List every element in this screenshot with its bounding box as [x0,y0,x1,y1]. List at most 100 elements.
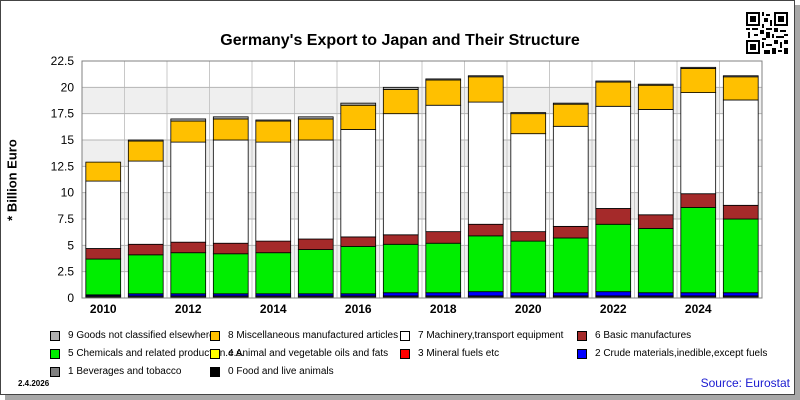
bar-segment-cat2-2024 [680,292,717,297]
bar-segment-cat5-2022 [595,223,632,293]
chart-title: Germany's Export to Japan and Their Stru… [220,32,580,49]
bar-segment-cat8-2010 [85,161,122,182]
x-tick-label: 2014 [260,302,287,316]
plot-border [81,60,763,299]
bar-segment-cat7-2016 [340,129,377,238]
y-tick-label: 7.5 [57,212,74,226]
legend-label: 1 Beverages and tobacco [68,366,182,377]
legend-label: 5 Chemicals and related products,n.e.s. [68,348,245,359]
bar-segment-cat5-2020 [510,240,547,294]
legend-label: 2 Crude materials,inedible,except fuels [595,348,768,359]
bar-segment-cat9-2022 [595,80,632,83]
bar-segment-cat7-2025 [722,99,759,206]
bar-segment-cat7-2010 [85,180,122,249]
bar-segment-cat9-2019 [467,75,504,78]
y-tick-label: 20 [61,80,75,94]
qr-code-icon [746,12,788,54]
bar-segment-cat2-2022 [595,291,632,297]
bar-segment-cat6-2025 [722,204,759,220]
x-tick-label: 2010 [90,302,117,316]
bar-segment-cat7-2014 [255,141,292,242]
legend-swatch [50,330,60,341]
bar-segment-cat8-2025 [722,76,759,101]
legend-label: 0 Food and live animals [228,366,334,377]
bar-segment-cat2-2025 [722,292,759,297]
y-tick-label: 17.5 [51,107,75,121]
bar-segment-cat5-2010 [85,258,122,296]
bar-segment-cat6-2022 [595,208,632,225]
y-axis-label-wrap: * Billion Euro [5,139,26,221]
bar-segment-cat5-2016 [340,245,377,295]
bar-segment-cat7-2011 [127,160,164,245]
bar-segment-cat7-2023 [637,109,674,216]
legend-swatch [50,348,60,359]
legend-item-cat0: 0 Food and live animals [210,366,334,377]
legend-label: 6 Basic manufactures [595,330,692,341]
legend-label: 8 Miscellaneous manufactured articles [228,330,399,341]
bar-segment-cat8-2017 [382,89,419,115]
bar-segment-cat8-2024 [680,67,717,94]
legend-item-cat1: 1 Beverages and tobacco [50,366,181,377]
legend-swatch [50,366,60,377]
bar-segment-cat2-2021 [552,292,589,297]
legend-item-cat5: 5 Chemicals and related products,n.e.s. [50,348,244,359]
bar-segment-cat7-2018 [425,104,462,233]
legend-label: 9 Goods not classified elsewhere [68,330,215,341]
bar-segment-cat2-2018 [425,292,462,297]
bar-segment-cat7-2021 [552,125,589,227]
legend-label: 3 Mineral fuels etc [418,348,500,359]
y-tick-label: 12.5 [51,159,75,173]
bar-segment-cat5-2021 [552,237,589,294]
x-tick-label: 2018 [430,302,457,316]
bar-segment-cat5-2018 [425,242,462,294]
x-tick-label: 2024 [685,302,712,316]
bar-segment-cat8-2013 [212,118,249,141]
bar-segment-cat5-2019 [467,235,504,293]
bar-segment-cat9-2014 [255,119,292,122]
y-tick-label: 5 [67,238,74,252]
bar-segment-cat9-2016 [340,102,377,106]
bar-segment-cat8-2015 [297,118,334,141]
bar-segment-cat6-2018 [425,231,462,244]
bar-segment-cat6-2024 [680,193,717,208]
legend-item-cat6: 6 Basic manufactures [577,330,691,341]
bar-segment-cat6-2014 [255,240,292,254]
bar-segment-cat8-2022 [595,81,632,107]
bar-segment-cat9-2018 [425,78,462,81]
legend-item-cat7: 7 Machinery,transport equipment [400,330,563,341]
bar-segment-cat7-2020 [510,133,547,233]
legend-swatch [210,348,220,359]
x-tick-label: 2016 [345,302,372,316]
x-tick-label: 2020 [515,302,542,316]
y-tick-label: 0 [67,291,74,305]
bar-segment-cat9-2023 [637,83,674,86]
bar-segment-cat2-2017 [382,292,419,297]
bar-segment-cat8-2012 [170,120,207,143]
y-tick-label: 15 [61,133,75,147]
bar-segment-cat7-2012 [170,141,207,243]
y-axis-label: * Billion Euro [4,139,20,221]
bar-segment-cat8-2018 [425,79,462,106]
bar-segment-cat9-2017 [382,86,419,90]
bar-segment-cat8-2014 [255,120,292,143]
bar-segment-cat8-2023 [637,84,674,110]
bar-segment-cat6-2019 [467,223,504,237]
legend-swatch [577,348,587,359]
bar-segment-cat6-2013 [212,242,249,255]
bar-segment-cat7-2022 [595,105,632,209]
bar-segment-cat9-2024 [680,66,717,69]
bar-segment-cat9-2020 [510,112,547,115]
bar-segment-cat7-2019 [467,101,504,225]
bar-segment-cat6-2011 [127,243,164,256]
source-label: Source: Eurostat [700,376,790,390]
bar-segment-cat7-2013 [212,139,249,244]
bar-segment-cat6-2021 [552,225,589,239]
bar-segment-cat5-2024 [680,207,717,294]
legend-label: 7 Machinery,transport equipment [418,330,564,341]
y-tick-label: 2.5 [57,265,74,279]
bar-segment-cat8-2016 [340,104,377,130]
bar-segment-cat6-2012 [170,241,207,254]
bar-segment-cat8-2019 [467,76,504,103]
y-tick-label: 10 [61,186,75,200]
